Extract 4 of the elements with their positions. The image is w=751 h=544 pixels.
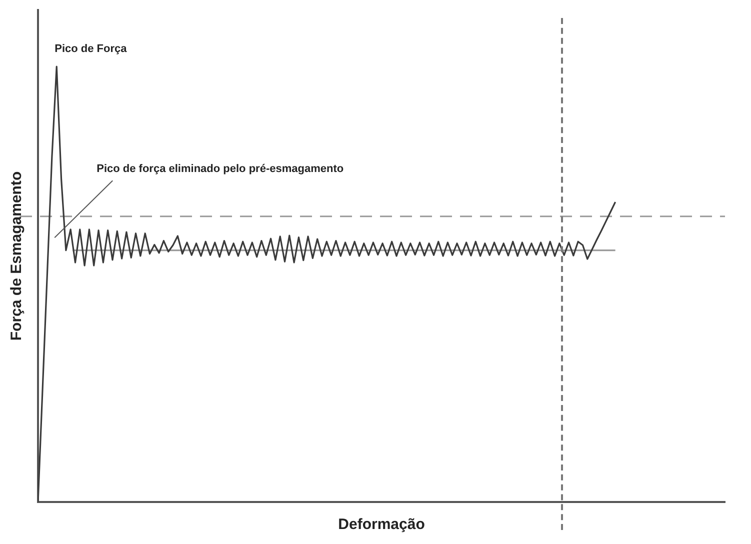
y-axis-title: Força de Esmagamento [8,171,26,341]
text: Pico de Força [54,43,128,56]
x-axis-title: Deformação [338,516,425,534]
annotation: Pico de força eliminado pelo pré-esmagamento [96,163,344,176]
